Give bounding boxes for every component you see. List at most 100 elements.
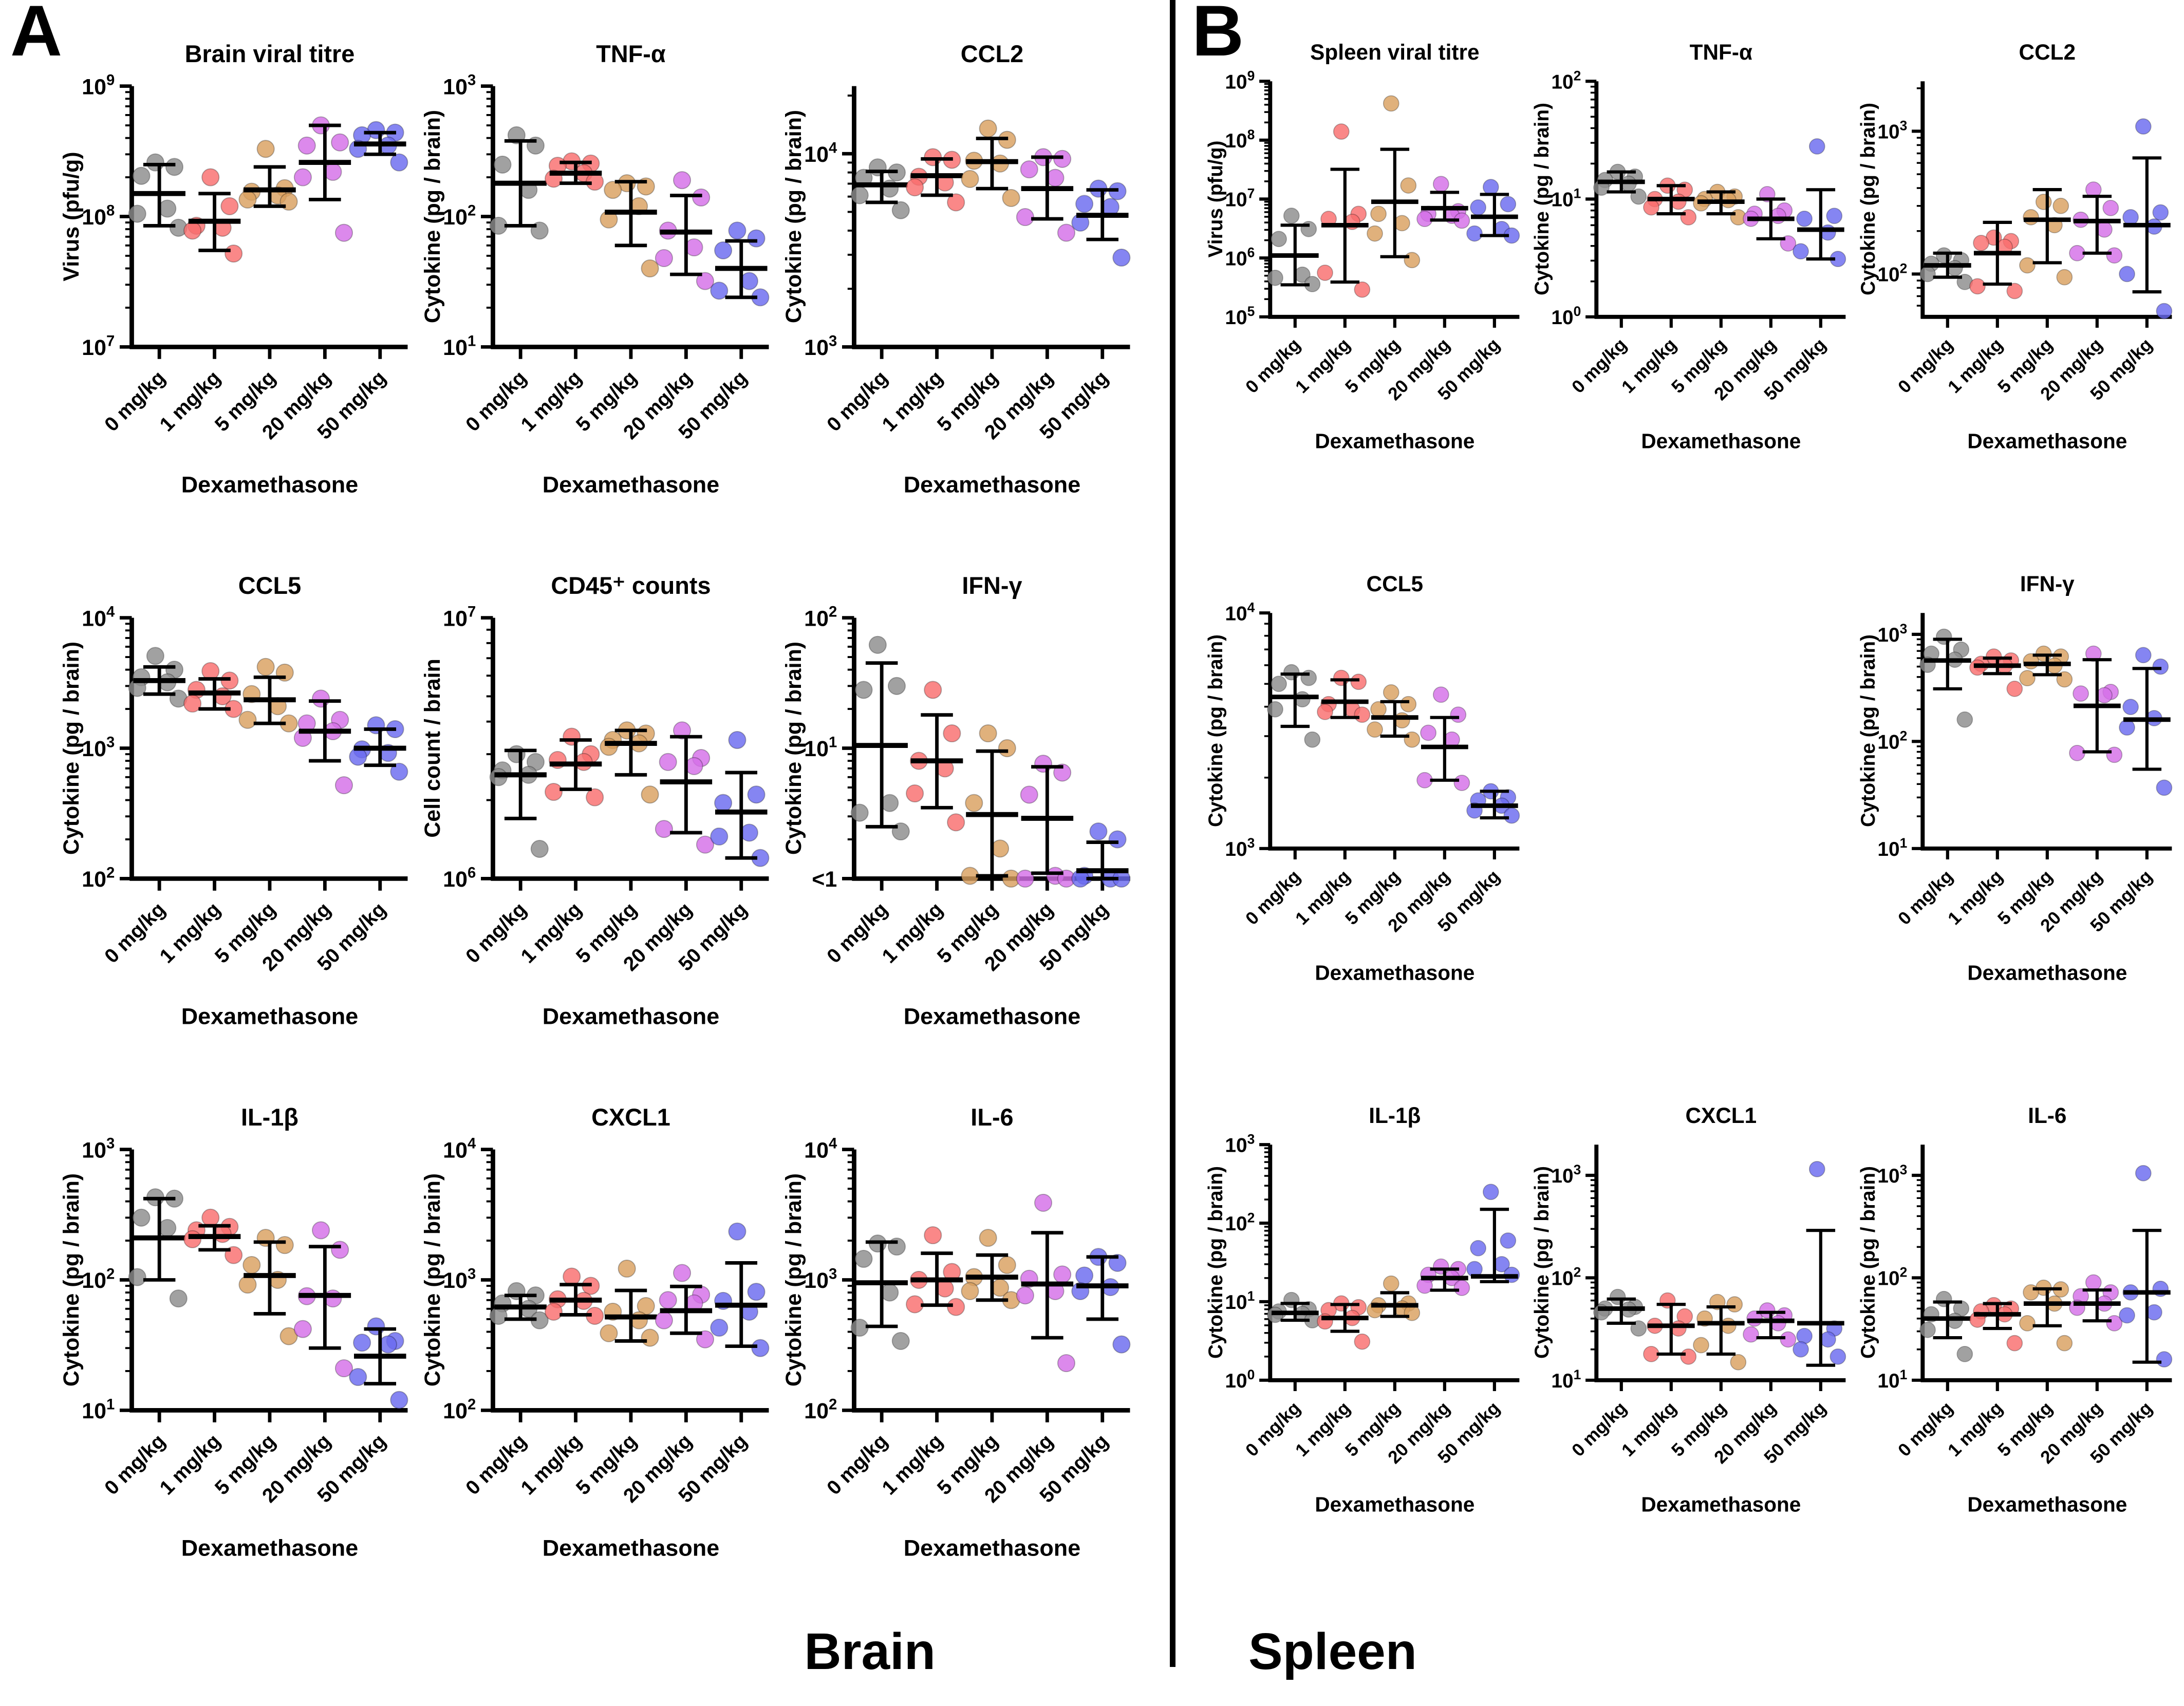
svg-text:1 mg/kg: 1 mg/kg — [878, 898, 947, 968]
panel-divider-line — [1170, 0, 1175, 1667]
svg-text:102: 102 — [1551, 68, 1581, 93]
svg-text:103: 103 — [1225, 1131, 1255, 1156]
chart-cell: Brain viral titre Virus (pfu/g) 107 108 109 0… — [57, 36, 418, 568]
svg-text:Cytokine (pg / brain): Cytokine (pg / brain) — [1857, 103, 1879, 295]
svg-text:Dexamethasone: Dexamethasone — [904, 472, 1080, 498]
svg-text:CXCL1: CXCL1 — [1685, 1103, 1757, 1128]
svg-text:100: 100 — [1551, 304, 1581, 329]
svg-text:105: 105 — [1225, 304, 1255, 329]
svg-text:0 mg/kg: 0 mg/kg — [1242, 334, 1304, 397]
svg-text:Cell count / brain: Cell count / brain — [420, 659, 445, 837]
svg-text:102: 102 — [1877, 728, 1907, 754]
svg-text:103: 103 — [82, 734, 115, 762]
svg-text:101: 101 — [1551, 1367, 1581, 1392]
svg-text:102: 102 — [443, 202, 476, 230]
svg-text:CCL2: CCL2 — [2019, 40, 2076, 64]
svg-text:101: 101 — [1551, 186, 1581, 211]
svg-text:Dexamethasone: Dexamethasone — [543, 1003, 719, 1029]
svg-text:CD45⁺ counts: CD45⁺ counts — [551, 572, 711, 599]
svg-text:1 mg/kg: 1 mg/kg — [1292, 334, 1354, 397]
spleen-section-label: Spleen — [1248, 1623, 1417, 1680]
svg-text:1 mg/kg: 1 mg/kg — [156, 367, 225, 436]
svg-text:Dexamethasone: Dexamethasone — [181, 1535, 358, 1561]
chart-cell: TNF-α Cytokine (pg / brain) 101 102 103 0 mg/… — [418, 36, 779, 568]
svg-text:TNF-α: TNF-α — [596, 41, 666, 67]
panel-a-letter: A — [10, 0, 63, 71]
svg-text:104: 104 — [1225, 599, 1255, 625]
svg-text:0 mg/kg: 0 mg/kg — [1568, 334, 1631, 397]
svg-text:Cytokine (pg / brain): Cytokine (pg / brain) — [1857, 1166, 1879, 1359]
svg-text:Cytokine (pg / brain): Cytokine (pg / brain) — [781, 1173, 806, 1386]
svg-text:IFN-γ: IFN-γ — [962, 572, 1022, 599]
svg-text:108: 108 — [82, 202, 115, 230]
svg-text:0 mg/kg: 0 mg/kg — [823, 1430, 892, 1499]
chart-il6-spleen: IL-6 Cytokine (pg / brain) 101 102 103 0 mg/k… — [1857, 1103, 2173, 1516]
svg-text:Cytokine (pg / brain): Cytokine (pg / brain) — [1205, 634, 1227, 827]
svg-text:CCL2: CCL2 — [961, 41, 1023, 67]
chart-cell: CCL2 Cytokine (pg / brain) 102 103 0 mg/kg 1 … — [1855, 36, 2181, 568]
svg-text:1 mg/kg: 1 mg/kg — [1944, 334, 2007, 397]
svg-text:IFN-γ: IFN-γ — [2020, 572, 2075, 596]
svg-text:Cytokine (pg / brain): Cytokine (pg / brain) — [59, 1173, 84, 1386]
svg-text:102: 102 — [82, 1266, 115, 1293]
svg-text:0 mg/kg: 0 mg/kg — [100, 1430, 170, 1499]
svg-text:103: 103 — [1551, 1162, 1581, 1187]
chart-cxcl1-spleen: CXCL1 Cytokine (pg / brain) 101 102 103 0 mg/… — [1531, 1103, 1846, 1516]
svg-text:Dexamethasone: Dexamethasone — [181, 472, 358, 498]
svg-text:102: 102 — [804, 604, 837, 631]
svg-text:102: 102 — [1551, 1265, 1581, 1290]
chart-cxcl1-brain: CXCL1 Cytokine (pg / brain) 102 103 104 0 mg/… — [420, 1104, 770, 1561]
svg-text:0 mg/kg: 0 mg/kg — [461, 367, 531, 436]
svg-text:102: 102 — [1877, 261, 1907, 286]
chart-cell: CXCL1 Cytokine (pg / brain) 102 103 104 0 mg/… — [418, 1099, 779, 1631]
svg-text:1 mg/kg: 1 mg/kg — [878, 367, 947, 436]
chart-cell: CXCL1 Cytokine (pg / brain) 101 102 103 0 mg/… — [1528, 1099, 1855, 1631]
svg-text:Virus (pfu/g): Virus (pfu/g) — [1205, 141, 1227, 258]
svg-text:107: 107 — [1225, 186, 1255, 211]
svg-text:107: 107 — [82, 332, 115, 360]
svg-text:Brain viral titre: Brain viral titre — [185, 41, 355, 67]
chart-brain-viral-titre: Brain viral titre Virus (pfu/g) 107 108 109 0… — [59, 41, 408, 498]
svg-text:Cytokine (pg / brain): Cytokine (pg / brain) — [420, 110, 445, 323]
svg-text:103: 103 — [1877, 1162, 1907, 1187]
svg-text:101: 101 — [1877, 835, 1907, 860]
svg-text:106: 106 — [1225, 245, 1255, 270]
svg-text:103: 103 — [804, 1266, 837, 1293]
svg-text:Dexamethasone: Dexamethasone — [543, 472, 719, 498]
svg-text:103: 103 — [1877, 621, 1907, 646]
svg-text:104: 104 — [804, 139, 837, 167]
panel-b-spleen: Spleen viral titre Virus (pfu/g) 105 106 107… — [1202, 36, 2181, 1631]
svg-text:1 mg/kg: 1 mg/kg — [1944, 866, 2007, 929]
svg-text:100: 100 — [1225, 1367, 1255, 1392]
chart-cell: CD45⁺ counts Cell count / brain 106 107 0 mg… — [418, 568, 779, 1099]
svg-text:Dexamethasone: Dexamethasone — [904, 1003, 1080, 1029]
svg-text:1 mg/kg: 1 mg/kg — [517, 1430, 586, 1499]
svg-text:103: 103 — [804, 332, 837, 360]
chart-il6-brain: IL-6 Cytokine (pg / brain) 102 103 104 0 mg/k… — [781, 1104, 1131, 1561]
svg-text:101: 101 — [1877, 1367, 1907, 1392]
svg-text:0 mg/kg: 0 mg/kg — [823, 367, 892, 436]
svg-text:<1: <1 — [812, 867, 837, 892]
svg-text:0 mg/kg: 0 mg/kg — [1894, 866, 1957, 929]
svg-text:0 mg/kg: 0 mg/kg — [823, 898, 892, 968]
svg-text:104: 104 — [443, 1135, 476, 1163]
empty-cell — [1528, 568, 1855, 1099]
svg-text:1 mg/kg: 1 mg/kg — [1944, 1398, 2007, 1460]
svg-text:Cytokine (pg / brain): Cytokine (pg / brain) — [1857, 634, 1879, 827]
chart-ifng-brain: IFN-γ Cytokine (pg / brain)<1 101 102 0 mg/k… — [781, 572, 1131, 1029]
panel-b-letter: B — [1192, 0, 1244, 71]
svg-text:Dexamethasone: Dexamethasone — [904, 1535, 1080, 1561]
svg-text:0 mg/kg: 0 mg/kg — [1242, 866, 1304, 929]
chart-cell: IL-6 Cytokine (pg / brain) 102 103 104 0 mg/k… — [779, 1099, 1140, 1631]
svg-text:0 mg/kg: 0 mg/kg — [100, 898, 170, 968]
svg-text:101: 101 — [443, 332, 476, 360]
svg-text:IL-6: IL-6 — [2028, 1103, 2066, 1128]
svg-text:1 mg/kg: 1 mg/kg — [1618, 334, 1681, 397]
svg-text:106: 106 — [443, 864, 476, 892]
chart-cell: TNF-α Cytokine (pg / brain) 100 101 102 0 mg/… — [1528, 36, 1855, 568]
svg-text:101: 101 — [804, 734, 837, 762]
svg-text:0 mg/kg: 0 mg/kg — [1568, 1398, 1631, 1460]
svg-text:1 mg/kg: 1 mg/kg — [878, 1430, 947, 1499]
chart-cell: IL-6 Cytokine (pg / brain) 101 102 103 0 mg/k… — [1855, 1099, 2181, 1631]
